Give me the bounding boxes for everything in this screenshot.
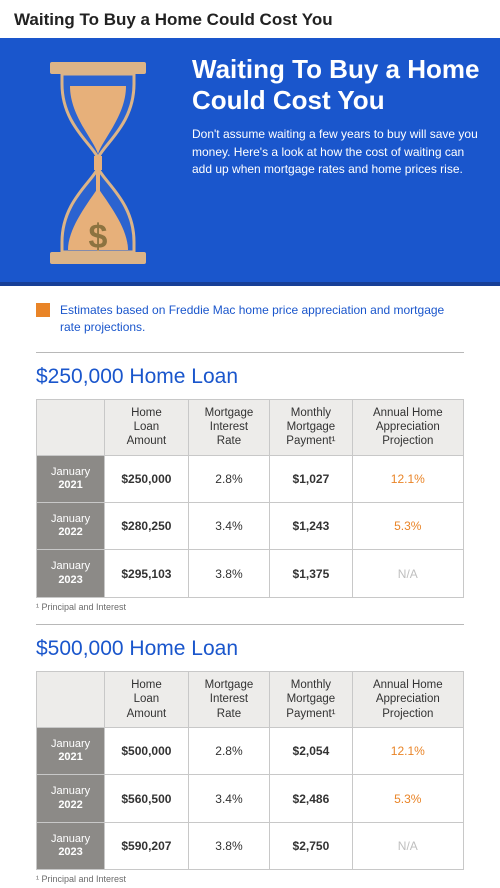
table-row: January2022 $280,250 3.4% $1,243 5.3% [37,503,464,550]
cell-rate: 3.8% [188,550,270,597]
cell-amount: $280,250 [105,503,189,550]
cell-rate: 3.4% [188,775,270,822]
row-label: January2023 [37,550,105,597]
loan-title: $250,000 Home Loan [36,365,464,389]
table-row: January2023 $590,207 3.8% $2,750 N/A [37,822,464,869]
cell-payment: $1,243 [270,503,352,550]
cell-payment: $2,054 [270,727,352,774]
hourglass-icon: $ [38,58,158,268]
loan-title: $500,000 Home Loan [36,637,464,661]
cell-rate: 3.4% [188,503,270,550]
row-label: January2022 [37,775,105,822]
cell-projection: N/A [352,822,463,869]
loan-section-500k: $500,000 Home Loan HomeLoanAmount Mortga… [0,625,500,888]
loan-table: HomeLoanAmount MortgageInterestRate Mont… [36,671,464,870]
hourglass-graphic: $ [18,54,178,268]
loan-section-250k: $250,000 Home Loan HomeLoanAmount Mortga… [0,353,500,616]
col-header: HomeLoanAmount [105,399,189,455]
hero-headline: Waiting To Buy a Home Could Cost You [192,54,482,116]
cell-projection: 5.3% [352,775,463,822]
row-label: January2021 [37,727,105,774]
cell-amount: $590,207 [105,822,189,869]
cell-projection: 12.1% [352,727,463,774]
cell-amount: $295,103 [105,550,189,597]
svg-text:$: $ [89,218,108,256]
cell-payment: $1,027 [270,455,352,502]
note-row: Estimates based on Freddie Mac home pric… [0,286,500,344]
cell-rate: 2.8% [188,727,270,774]
cell-projection: 12.1% [352,455,463,502]
loan-table: HomeLoanAmount MortgageInterestRate Mont… [36,399,464,598]
cell-payment: $2,486 [270,775,352,822]
cell-rate: 3.8% [188,822,270,869]
row-label: January2023 [37,822,105,869]
row-label: January2021 [37,455,105,502]
cell-amount: $500,000 [105,727,189,774]
hero-text: Waiting To Buy a Home Could Cost You Don… [192,54,482,179]
table-row: January2023 $295,103 3.8% $1,375 N/A [37,550,464,597]
note-text: Estimates based on Freddie Mac home pric… [60,302,464,336]
col-header: HomeLoanAmount [105,671,189,727]
hero-banner: $ Waiting To Buy a Home Could Cost You D… [0,38,500,286]
col-header: Annual HomeAppreciationProjection [352,671,463,727]
table-row: January2022 $560,500 3.4% $2,486 5.3% [37,775,464,822]
cell-payment: $1,375 [270,550,352,597]
table-header-row: HomeLoanAmount MortgageInterestRate Mont… [37,399,464,455]
table-row: January2021 $250,000 2.8% $1,027 12.1% [37,455,464,502]
note-square-icon [36,303,50,317]
cell-amount: $560,500 [105,775,189,822]
col-header: MonthlyMortgagePayment¹ [270,399,352,455]
table-row: January2021 $500,000 2.8% $2,054 12.1% [37,727,464,774]
col-header: MortgageInterestRate [188,671,270,727]
col-header: Annual HomeAppreciationProjection [352,399,463,455]
table-header-row: HomeLoanAmount MortgageInterestRate Mont… [37,671,464,727]
cell-payment: $2,750 [270,822,352,869]
footnote: ¹ Principal and Interest [36,874,464,884]
page-title: Waiting To Buy a Home Could Cost You [0,0,500,38]
hero-subtext: Don't assume waiting a few years to buy … [192,126,482,178]
col-header-empty [37,399,105,455]
footnote: ¹ Principal and Interest [36,602,464,612]
col-header-empty [37,671,105,727]
col-header: MonthlyMortgagePayment¹ [270,671,352,727]
cell-rate: 2.8% [188,455,270,502]
cell-projection: 5.3% [352,503,463,550]
row-label: January2022 [37,503,105,550]
cell-amount: $250,000 [105,455,189,502]
cell-projection: N/A [352,550,463,597]
col-header: MortgageInterestRate [188,399,270,455]
